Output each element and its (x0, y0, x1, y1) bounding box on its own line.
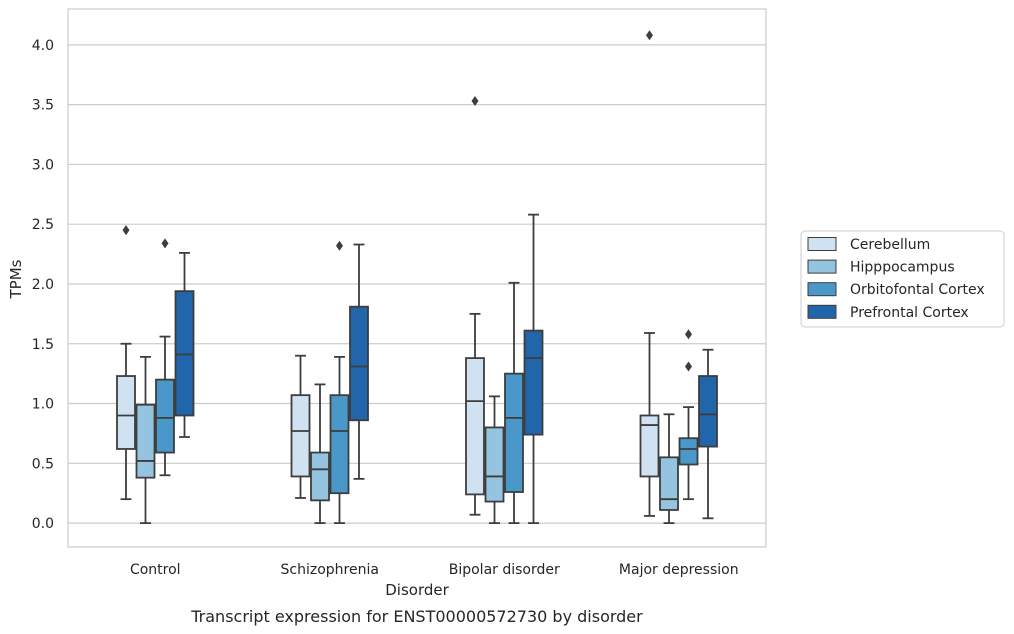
box-hipppocampus (310, 383, 330, 524)
box-prefrontal-cortex (698, 348, 718, 520)
box-iqr (504, 372, 524, 493)
legend: Cerebellum Hipppocampus Orbitofontal Corte… (800, 230, 1005, 328)
legend-frame (800, 230, 1005, 328)
x-tick-label: Bipolar disorder (449, 562, 560, 578)
x-tick-label: Major depression (619, 562, 739, 578)
legend-item: Prefrontal Cortex (807, 304, 969, 321)
box-iqr (639, 414, 660, 478)
y-tick-label: 1.5 (32, 337, 54, 353)
y-tick-label: 1.0 (32, 397, 54, 413)
legend-swatch (807, 282, 837, 297)
y-tick-label: 3.0 (32, 157, 54, 173)
box-hipppocampus (659, 413, 679, 524)
x-axis-label: Disorder (385, 581, 449, 599)
box-prefrontal-cortex (349, 243, 369, 480)
y-axis-label: TPMs (7, 259, 25, 299)
box-iqr (329, 394, 350, 495)
box-cerebellum (639, 30, 660, 517)
legend-swatch (807, 304, 837, 319)
box-iqr (116, 375, 136, 450)
outlier-point (336, 240, 343, 251)
box-iqr (135, 403, 156, 479)
box-prefrontal-cortex (523, 213, 544, 524)
y-tick-labels: 0.0 0.5 1.0 1.5 2.0 2.5 3.0 3.5 4.0 (32, 38, 54, 532)
legend-swatch (807, 237, 837, 251)
box-cerebellum (290, 354, 311, 499)
legend-label: Orbitofontal Cortex (850, 282, 985, 298)
box-group (465, 96, 544, 524)
box-iqr (484, 426, 505, 503)
y-tick-label: 4.0 (32, 38, 54, 54)
outlier-point (646, 30, 653, 41)
box-iqr (523, 329, 544, 436)
box-group (116, 225, 195, 524)
box-groups (116, 30, 718, 524)
y-tick-label: 2.0 (32, 277, 54, 293)
box-iqr (678, 437, 699, 466)
box-hipppocampus (135, 356, 156, 524)
chart-caption: Transcript expression for ENST0000057273… (190, 607, 643, 626)
box-orbitofontal-cortex (504, 281, 524, 524)
box-group (639, 30, 718, 524)
box-orbitofontal-cortex (329, 240, 350, 524)
legend-item: Hipppocampus (807, 259, 955, 276)
outlier-point (161, 238, 169, 249)
box-cerebellum (465, 96, 485, 516)
y-tick-label: 3.5 (32, 98, 54, 114)
outlier-point (685, 329, 692, 340)
legend-item: Cerebellum (807, 237, 930, 253)
box-hipppocampus (484, 395, 505, 524)
box-iqr (174, 290, 195, 417)
outlier-point (685, 361, 692, 372)
box-iqr (290, 394, 311, 478)
x-tick-labels: Control Schizophrenia Bipolar disorder Majo… (130, 562, 739, 578)
plot-frame (67, 8, 767, 548)
legend-label: Prefrontal Cortex (850, 305, 969, 321)
box-group (290, 240, 369, 524)
box-iqr (155, 378, 175, 454)
box-orbitofontal-cortex (155, 238, 175, 477)
box-iqr (349, 305, 369, 422)
box-cerebellum (116, 225, 136, 501)
outlier-point (471, 96, 479, 107)
legend-label: Cerebellum (850, 237, 930, 253)
box-orbitofontal-cortex (678, 329, 699, 501)
outlier-point (122, 225, 130, 236)
x-tick-label: Schizophrenia (281, 562, 379, 578)
box-iqr (698, 375, 718, 448)
y-tick-label: 2.5 (32, 217, 54, 233)
box-prefrontal-cortex (174, 251, 195, 438)
legend-label: Hipppocampus (850, 260, 955, 276)
box-iqr (465, 357, 485, 496)
y-tick-label: 0.0 (32, 516, 54, 532)
y-tick-label: 0.5 (32, 456, 54, 472)
legend-item: Orbitofontal Cortex (807, 282, 985, 298)
x-tick-label: Control (130, 562, 181, 578)
legend-swatch (807, 259, 837, 274)
box-iqr (310, 451, 330, 502)
box-iqr (659, 456, 679, 511)
